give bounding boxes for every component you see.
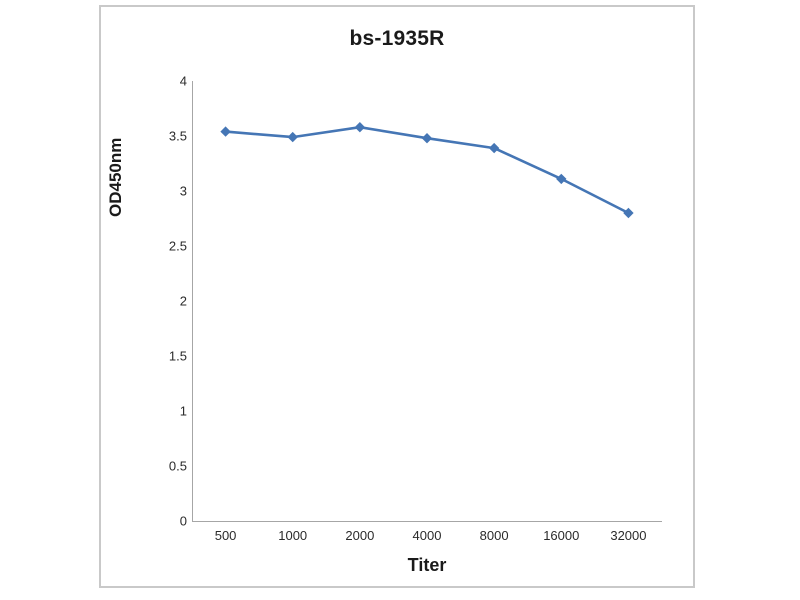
chart-frame: bs-1935R OD450nm 0 0.5 1 1.5 2 2.5 3 3.5 4 500 10…	[99, 5, 695, 588]
data-point-marker	[623, 207, 634, 219]
x-axis-tick-label: 16000	[543, 528, 580, 543]
x-axis-tick-label: 1000	[278, 528, 308, 543]
x-axis-tick-label: 4000	[412, 528, 442, 543]
data-point-marker	[287, 131, 298, 143]
x-axis-line	[192, 521, 662, 522]
x-axis-tick-label: 500	[214, 528, 237, 543]
x-axis-title: Titer	[407, 555, 447, 575]
x-axis-tick-label: 8000	[479, 528, 509, 543]
x-axis-tick-label: 2000	[345, 528, 375, 543]
chart-title: bs-1935R	[349, 27, 445, 50]
y-axis-tick-label: 3	[179, 183, 187, 199]
data-point-marker	[488, 142, 500, 154]
data-point-marker	[220, 126, 231, 137]
series-plot	[220, 122, 634, 219]
data-point-marker	[556, 173, 567, 185]
y-axis-tick-label: 3.5	[168, 128, 187, 144]
y-axis-tick-label: 0.5	[168, 458, 187, 474]
data-point-marker	[421, 133, 433, 144]
y-axis-tick-label: 2	[179, 293, 187, 309]
x-axis-tick-label: 32000	[610, 528, 647, 543]
data-point-marker	[354, 122, 366, 133]
y-axis-tick-label: 2.5	[168, 238, 187, 254]
y-axis-tick-labels: 0 0.5 1 1.5 2 2.5 3 3.5 4	[117, 74, 187, 529]
y-axis-tick-label: 1	[179, 403, 187, 419]
y-axis-tick-label: 4	[179, 73, 187, 89]
x-axis-tick-labels: 500 1000 2000 4000 8000 16000 32000	[192, 528, 662, 550]
y-axis-tick-label: 1.5	[168, 348, 187, 364]
y-axis-tick-label: 0	[179, 513, 187, 529]
y-axis-line	[192, 81, 193, 522]
